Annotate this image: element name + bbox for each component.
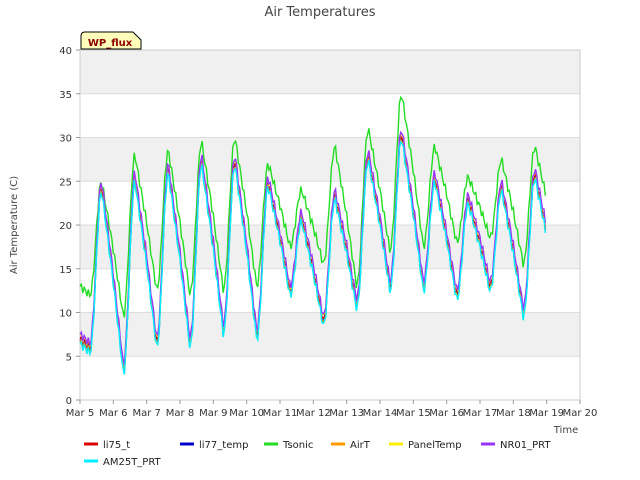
legend: li75_t li77_temp Tsonic AirT PanelTemp NR01_P… — [84, 440, 551, 468]
x-tick-label: Mar 5 — [66, 408, 94, 419]
plot-band — [80, 137, 580, 182]
series-line-nr01-prt — [79, 130, 546, 366]
x-tick-label: Mar 6 — [99, 408, 127, 419]
plot-band — [80, 50, 580, 94]
y-tick-label: 25 — [59, 177, 72, 188]
chart-title: Air Temperatures — [264, 5, 375, 20]
plot-background-bands — [80, 49, 580, 401]
x-tick-label: Mar 14 — [363, 408, 398, 419]
y-axis-ticks: 0 5 10 15 20 25 30 35 40 — [59, 46, 80, 407]
y-tick-label: 10 — [59, 309, 72, 320]
x-axis-label: Time — [553, 425, 578, 436]
y-tick-label: 0 — [66, 396, 72, 407]
y-tick-label: 20 — [59, 221, 72, 232]
y-tick-label: 15 — [59, 265, 72, 276]
x-tick-label: Mar 17 — [463, 408, 498, 419]
site-badge-label: WP_flux — [88, 38, 133, 49]
plot-band — [80, 312, 580, 357]
y-tick-label: 30 — [59, 134, 72, 145]
series-line-am25t-prt — [79, 140, 546, 375]
legend-label: li75_t — [103, 440, 130, 451]
x-tick-label: Mar 15 — [396, 408, 431, 419]
legend-label: AirT — [350, 440, 371, 451]
x-tick-label: Mar 11 — [263, 408, 298, 419]
y-tick-label: 40 — [59, 46, 72, 57]
site-badge: WP_flux — [80, 31, 142, 50]
x-tick-label: Mar 12 — [296, 408, 331, 419]
y-axis-label: Air Temperature (C) — [9, 176, 20, 274]
x-tick-label: Mar 8 — [166, 408, 194, 419]
x-tick-label: Mar 13 — [329, 408, 364, 419]
site-badge-shape — [80, 31, 142, 50]
x-tick-label: Mar 16 — [429, 408, 464, 419]
x-tick-label: Mar 9 — [199, 408, 227, 419]
x-tick-label: Mar 20 — [563, 408, 598, 419]
legend-label: AM25T_PRT — [103, 457, 162, 468]
y-tick-label: 5 — [66, 352, 72, 363]
series-lines — [79, 95, 546, 375]
x-tick-label: Mar 19 — [529, 408, 564, 419]
x-tick-label: Mar 18 — [496, 408, 531, 419]
series-line-tsonic — [79, 95, 546, 318]
x-tick-label: Mar 10 — [229, 408, 264, 419]
legend-label: li77_temp — [199, 440, 248, 451]
x-tick-label: Mar 7 — [132, 408, 160, 419]
legend-label: Tsonic — [282, 440, 313, 451]
legend-label: PanelTemp — [408, 440, 462, 451]
y-tick-label: 35 — [59, 90, 72, 101]
legend-label: NR01_PRT — [500, 440, 551, 451]
